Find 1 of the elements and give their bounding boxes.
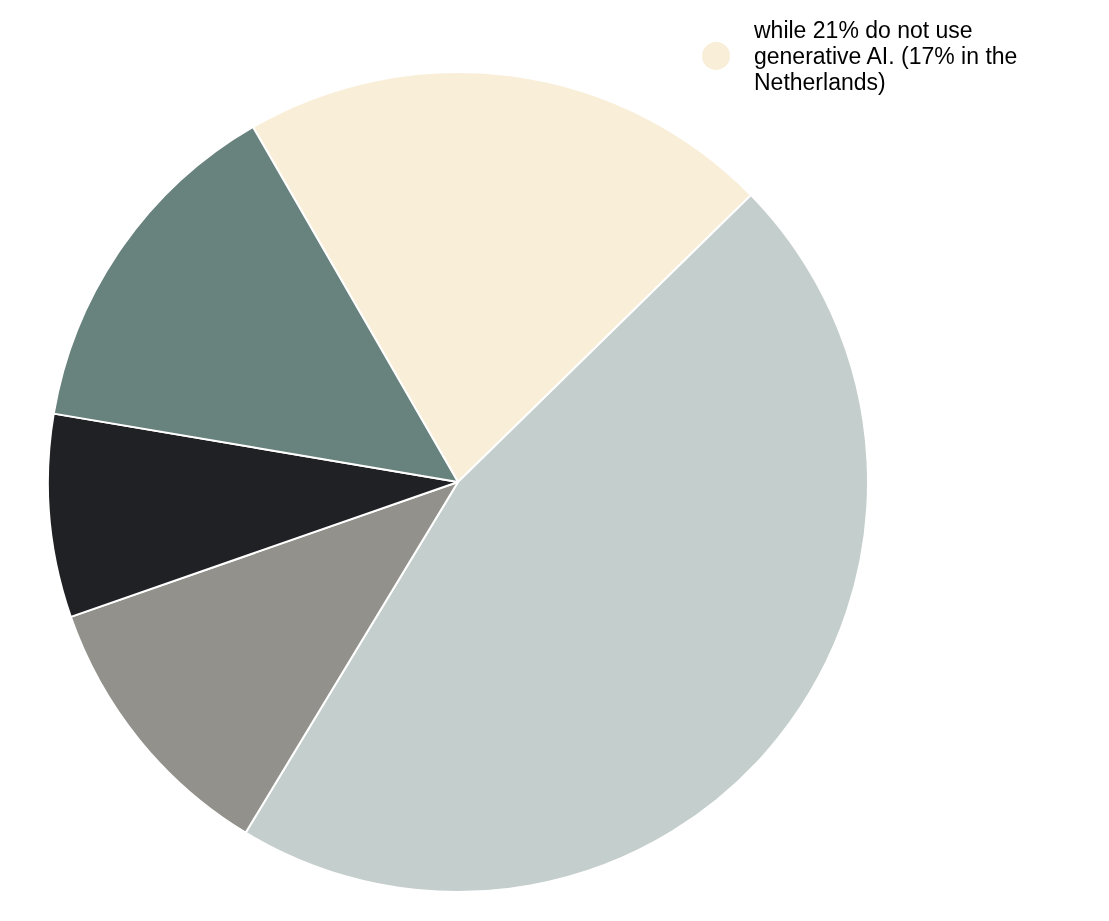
legend-label: while 21% do not use generative AI. (17% in the Netherlands) [753,17,1024,95]
